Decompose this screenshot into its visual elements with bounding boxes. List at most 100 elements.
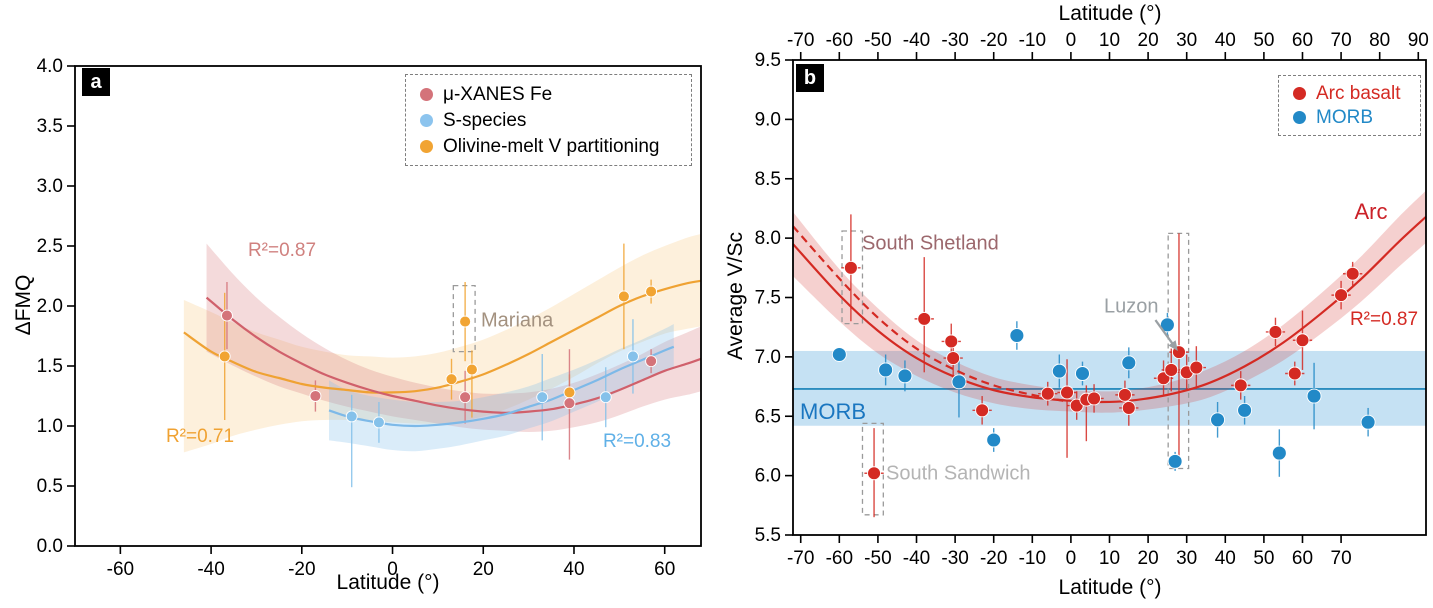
y-tick-label: 9.0 [755,109,781,130]
legend-label: S-species [443,109,527,131]
r2-olivine-label: R²=0.71 [165,426,235,447]
legend-item-arc-basalt: Arc basalt [1293,84,1406,103]
x-top-tick-label: 90 [1408,30,1429,51]
r2-xanes-label: R²=0.87 [247,240,317,261]
x-tick-label: 0 [387,559,398,580]
morb-point [1306,388,1322,404]
legend-label: Arc basalt [1316,82,1401,104]
xanes-fit-curve [205,296,702,414]
x-top-tick-label: 20 [1138,30,1159,51]
olivine-point [459,315,472,328]
morb-point [951,374,967,390]
x-tick-label: -10 [1019,548,1046,569]
y-tick-label: 7.0 [755,347,781,368]
x-tick-label: -30 [941,548,968,569]
south-shetland-annotation: South Shetland [862,232,999,255]
morb-point [986,432,1002,448]
south-sandwich-box [861,422,884,516]
arc-point [1295,333,1310,348]
x-tick-label: -60 [107,559,134,580]
x-tick-label: -20 [980,548,1007,569]
morb-point [1271,445,1287,461]
x-tick-label: -40 [903,548,930,569]
x-tick-label: -20 [288,559,315,580]
arc-point [1087,391,1102,406]
panel-a-label: a [82,68,110,96]
s-species-confidence-band [329,324,674,452]
mariana-box [452,284,476,353]
arc-point [1334,288,1349,303]
panel-b-x-axis-title-bottom: Latitude (°) [1058,576,1162,599]
arc-point [1040,386,1055,401]
y-tick-label: 9.5 [755,50,781,71]
xanes-point [459,391,472,404]
olivine-fit-curve [183,279,702,394]
legend-item-s-species: S-species [420,111,677,130]
y-tick-label: 2.0 [37,296,63,317]
x-tick-label: -60 [826,548,853,569]
morb-point [1210,412,1226,428]
arc-point [917,311,932,326]
arc-basalt-legend-dot-icon [1293,86,1306,100]
olivine-point [218,350,231,363]
x-top-tick-label: 60 [1292,30,1313,51]
s-species-point [372,416,385,429]
x-tick-label: 40 [563,559,584,580]
olivine-point [645,285,658,298]
arc-point [1345,266,1360,281]
panel-a-y-axis-title: ΔFMQ [12,274,35,336]
arc-annotation: Arc [1354,199,1388,224]
arc-point [1117,387,1132,402]
xanes-confidence-band [206,243,701,432]
xanes-point [221,309,233,322]
olivine-point [445,373,458,386]
x-top-tick-label: -50 [864,30,891,51]
olivine-legend-dot-icon [420,139,433,153]
x-top-tick-label: 10 [1099,30,1120,51]
x-tick-label: 60 [654,559,675,580]
r2-arc-label: R²=0.87 [1349,309,1419,330]
s-species-legend-dot-icon [420,113,433,127]
y-tick-label: 8.5 [755,169,781,190]
legend-label: μ-XANES Fe [443,83,553,105]
arc-point [1233,378,1248,393]
y-tick-label: 0.5 [37,476,63,497]
x-top-tick-label: 70 [1331,30,1352,51]
morb-point [1167,453,1183,469]
south-sandwich-annotation: South Sandwich [886,462,1031,485]
south-shetland-box [841,230,864,325]
s-species-point [536,391,549,404]
x-top-tick-label: -10 [1019,30,1046,51]
morb-point [1121,355,1137,371]
y-tick-label: 0.0 [37,536,63,557]
legend-label: Olivine-melt V partitioning [443,135,660,157]
legend-item-xanes: μ-XANES Fe [420,85,677,104]
morb-point [1237,402,1253,418]
x-top-tick-label: 30 [1176,30,1197,51]
y-tick-label: 1.0 [37,416,63,437]
y-tick-label: 4.0 [37,56,63,77]
x-top-tick-label: -70 [787,30,814,51]
arc-point [944,334,959,349]
s-species-point [627,350,639,363]
olivine-point [563,386,576,399]
x-tick-label: 70 [1331,548,1352,569]
morb-point [1360,414,1376,430]
arc-point [975,403,990,418]
x-tick-label: 10 [1099,548,1120,569]
arc-point [843,260,858,275]
arc-point [1060,385,1074,400]
panel-b-y-axis-title: Average V/Sc [724,231,747,361]
morb-point [897,368,913,384]
x-tick-label: 0 [1066,548,1077,569]
luzon-arrow [1154,319,1176,347]
xanes-point [309,390,322,402]
luzon-annotation: Luzon [1104,295,1159,318]
y-tick-label: 1.5 [37,356,63,377]
x-tick-label: 20 [473,559,494,580]
legend-item-olivine: Olivine-melt V partitioning [420,137,677,156]
x-tick-label: 60 [1292,548,1313,569]
y-tick-label: 8.0 [755,228,781,249]
morb-point [1009,328,1025,343]
